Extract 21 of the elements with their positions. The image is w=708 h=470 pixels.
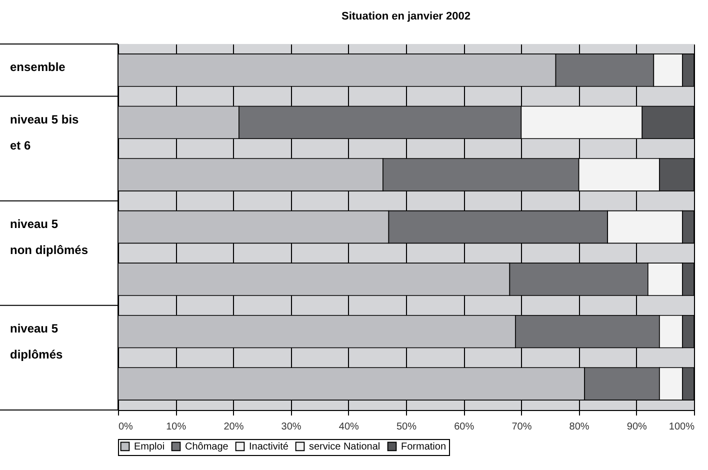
y-tick-label: niveau 5 diplômés (10, 322, 63, 362)
y-tick-label: niveau 5 non diplômés (10, 217, 88, 257)
y-tick-label: ensemble (10, 60, 66, 74)
x-tick-label: 90% (626, 422, 648, 432)
x-tick-label: 20% (224, 422, 244, 432)
legend-label: Chômage (185, 441, 229, 452)
x-tick-label: 0% (118, 422, 134, 432)
legend-label: Inactivité (249, 441, 289, 452)
x-tick-label: 70% (512, 422, 532, 432)
chart-title: Situation en janvier 2002 (342, 10, 470, 22)
y-tick-label: niveau 5 bis et 6 (10, 112, 80, 152)
x-tick-label: 10% (166, 422, 186, 432)
x-tick-label: 50% (396, 422, 417, 432)
x-tick-label: 40% (338, 422, 360, 432)
x-tick-label: 100% (668, 422, 695, 432)
x-tick-label: 80% (569, 422, 590, 432)
x-tick-label: 30% (281, 422, 302, 432)
x-tick-label: 60% (454, 422, 474, 432)
legend-label: service National (309, 441, 380, 452)
legend-label: Formation (401, 441, 446, 452)
legend-label: Emploi (134, 441, 165, 452)
